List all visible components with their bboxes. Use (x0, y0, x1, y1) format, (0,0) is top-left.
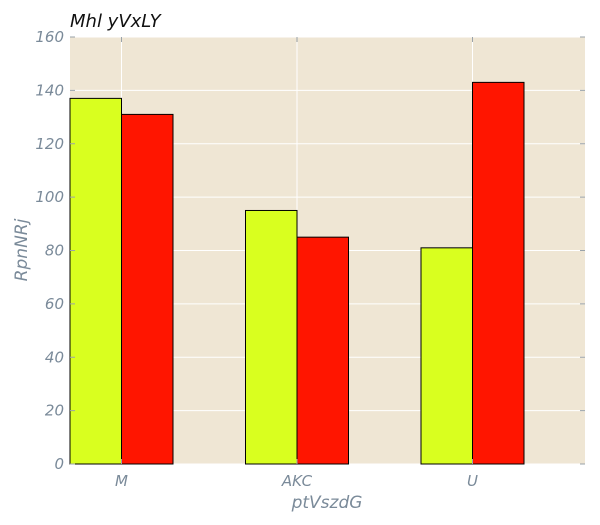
y-tick-label: 80 (45, 242, 64, 260)
bar-series1-U (420, 247, 473, 465)
x-tick-label: M (115, 472, 128, 490)
y-tick-label: 60 (45, 295, 64, 313)
x-tick-label: AKC (281, 472, 313, 490)
y-tick-label: 40 (45, 348, 64, 366)
x-axis-label: ptVszdG (291, 493, 363, 513)
y-tick-label: 120 (35, 135, 64, 153)
chart-title: Mhl yVxLY (70, 11, 163, 32)
tick-marks (70, 36, 585, 465)
y-axis-label: RpnNRj (12, 218, 32, 281)
y-tick-label: 160 (35, 28, 64, 46)
bar-series2-U (472, 81, 525, 465)
x-tick-label: U (467, 472, 478, 490)
bars (69, 81, 525, 465)
bar-series1-AKC (245, 209, 298, 465)
tick-labels: 0 20 40 60 80 100 120 140 160 M AKC U (35, 28, 478, 490)
y-tick-label: 100 (35, 188, 64, 206)
y-tick-label: 20 (45, 402, 64, 420)
bar-series1-M (69, 97, 122, 465)
bar-series2-AKC (296, 236, 349, 465)
y-tick-label: 140 (35, 81, 64, 99)
bar-series2-M (121, 113, 174, 465)
y-tick-label: 0 (54, 455, 64, 473)
